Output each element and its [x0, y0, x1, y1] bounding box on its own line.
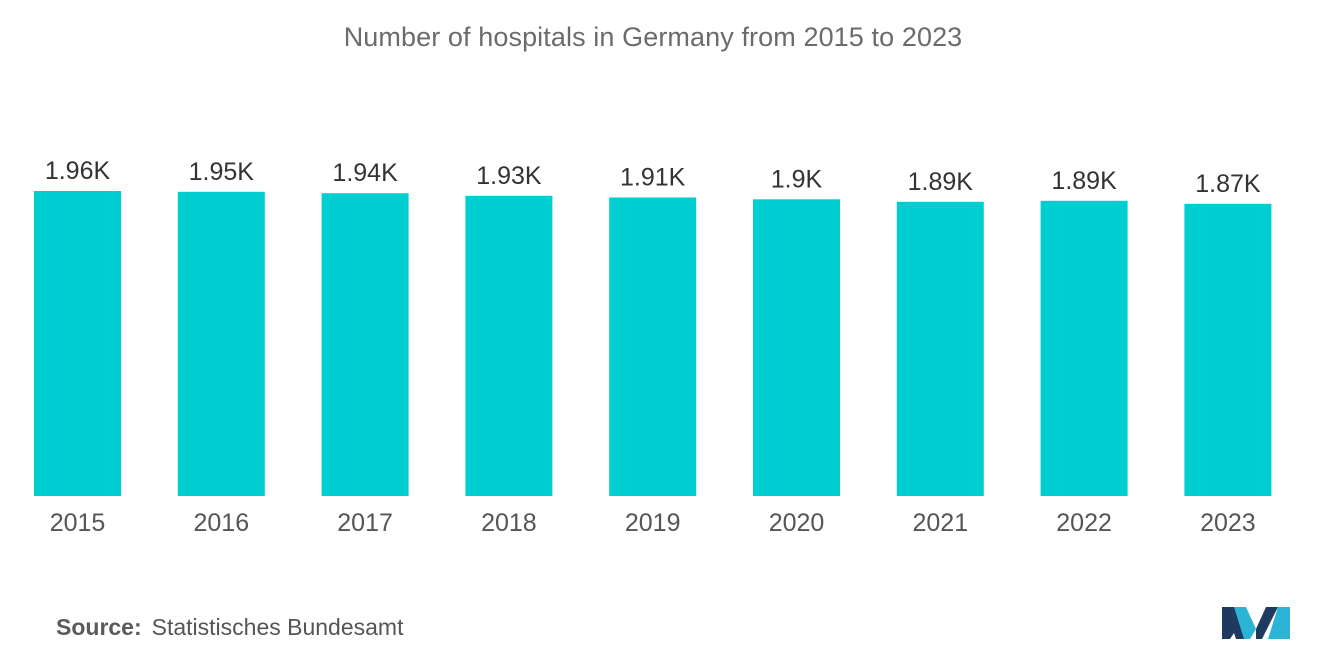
source-text: Statistisches Bundesamt — [151, 614, 404, 640]
bar-2023 — [1184, 203, 1272, 497]
source-label: Source: — [56, 614, 142, 640]
value-label-2015: 1.96K — [45, 157, 111, 185]
value-label-2021: 1.89K — [908, 168, 974, 196]
x-tick-label-2021: 2021 — [912, 509, 968, 537]
x-tick-label-2023: 2023 — [1200, 509, 1256, 537]
value-label-2016: 1.95K — [189, 158, 255, 186]
x-tick-label-2020: 2020 — [769, 509, 825, 537]
source-note: Source: Statistisches Bundesamt — [56, 614, 403, 641]
bar-2019 — [609, 197, 697, 496]
x-tick-label-2017: 2017 — [337, 509, 393, 537]
value-label-2019: 1.91K — [620, 164, 686, 192]
value-label-2018: 1.93K — [476, 162, 542, 190]
bar-2017 — [321, 193, 409, 496]
bar-2020 — [753, 199, 840, 497]
x-tick-label-2022: 2022 — [1056, 509, 1112, 537]
x-tick-label-2019: 2019 — [625, 509, 681, 537]
value-label-2022: 1.89K — [1051, 167, 1117, 195]
x-tick-label-2016: 2016 — [193, 509, 249, 537]
value-label-2017: 1.94K — [332, 159, 398, 187]
bar-2016 — [177, 191, 265, 497]
mordor-intelligence-logo-icon — [1222, 607, 1290, 639]
bar-2015 — [34, 191, 121, 496]
bar-2018 — [465, 195, 553, 497]
x-tick-label-2015: 2015 — [50, 509, 106, 537]
value-label-2023: 1.87K — [1195, 170, 1261, 198]
x-tick-label-2018: 2018 — [481, 509, 537, 537]
bar-2021 — [896, 201, 984, 497]
bar-2022 — [1040, 200, 1128, 497]
chart-title: Number of hospitals in Germany from 2015… — [343, 22, 963, 52]
value-label-2020: 1.9K — [771, 165, 823, 193]
